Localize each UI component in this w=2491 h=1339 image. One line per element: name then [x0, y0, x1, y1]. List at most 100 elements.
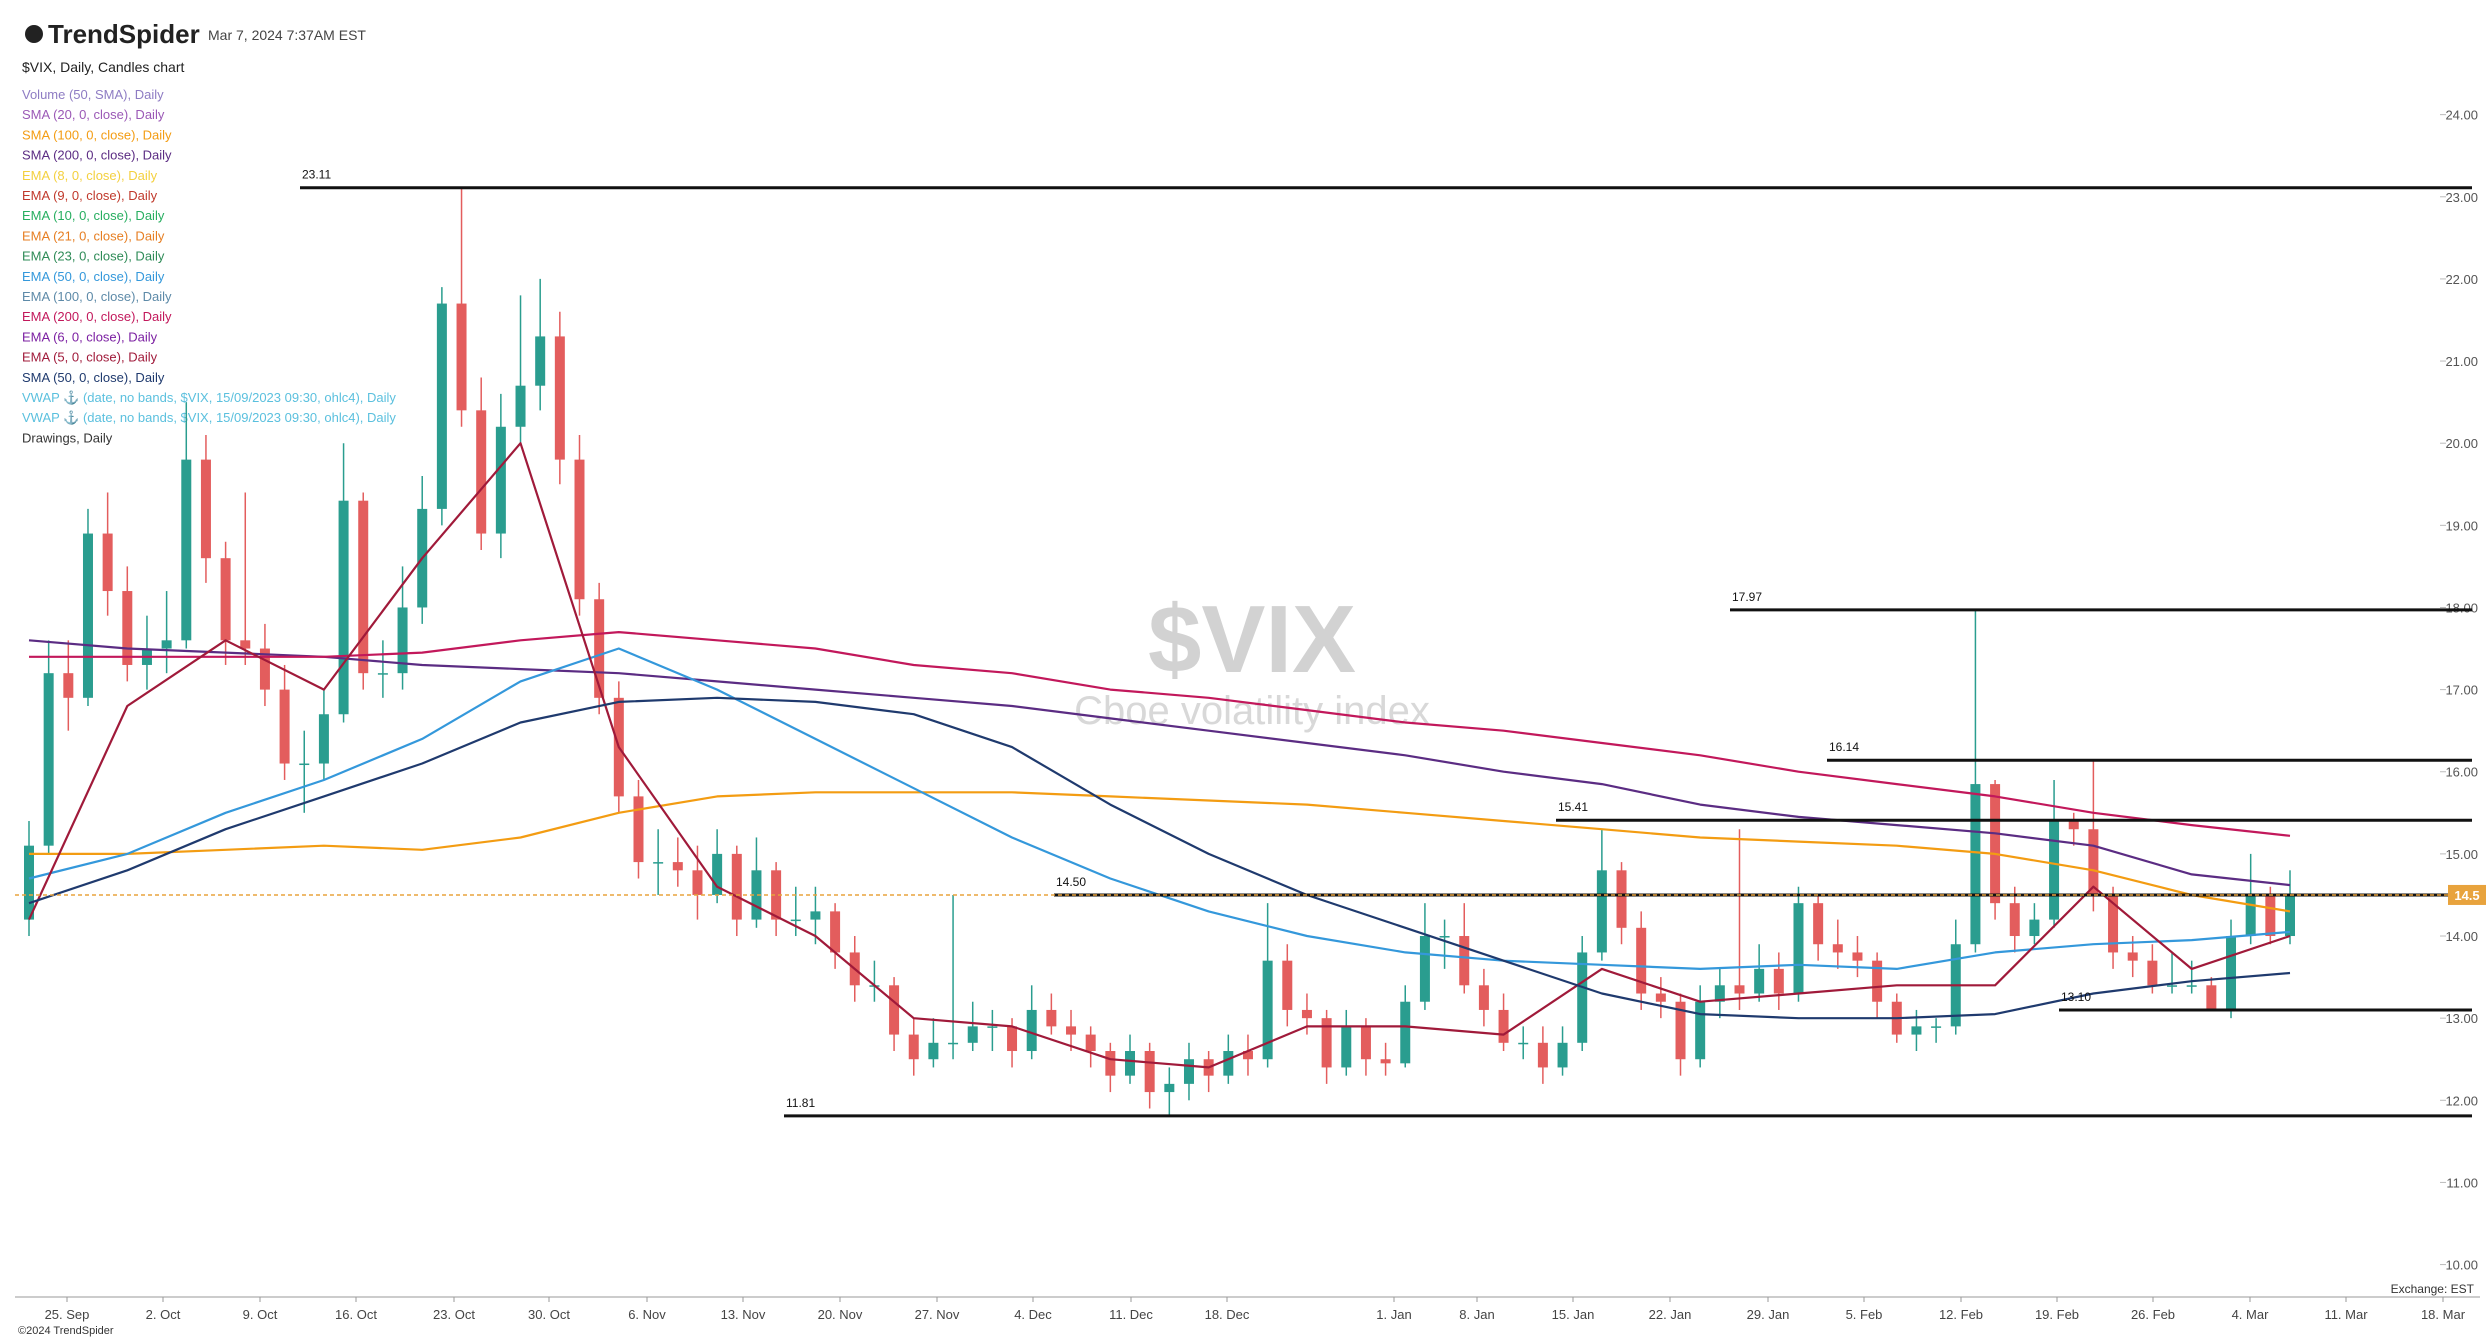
x-tick-label: 20. Nov [818, 1307, 863, 1322]
candle-body [1439, 936, 1450, 938]
candle-body [1872, 960, 1883, 1002]
candle-body [1046, 1009, 1057, 1027]
candle-body [2186, 985, 2197, 987]
candle-body [1498, 1009, 1509, 1043]
y-tick-label: 12.00 [2445, 1093, 2478, 1108]
x-tick-label: 16. Oct [335, 1307, 377, 1322]
indicator-label: EMA (6, 0, close), Daily [22, 329, 158, 344]
candle-body [1734, 985, 1745, 994]
x-tick-label: 25. Sep [45, 1307, 90, 1322]
candle-body [830, 911, 841, 953]
candle-body [1990, 784, 2001, 904]
candle-body [672, 862, 683, 871]
candle-body [1813, 903, 1824, 945]
candle-body [82, 533, 93, 698]
level-label: 14.50 [1056, 875, 1086, 889]
indicator-label: VWAP ⚓ (date, no bands, $VIX, 15/09/2023… [22, 410, 396, 425]
indicator-label: SMA (100, 0, close), Daily [22, 127, 172, 142]
x-tick-label: 11. Dec [1109, 1307, 1153, 1322]
candle-body [240, 640, 251, 649]
candle-body [1125, 1051, 1136, 1076]
candle-body [2108, 894, 2119, 953]
y-tick-label: 19.00 [2445, 518, 2478, 533]
candle-body [200, 459, 211, 559]
candle-body [1793, 903, 1804, 994]
y-tick-label: 21.00 [2445, 354, 2478, 369]
level-label: 17.97 [1732, 590, 1762, 604]
indicator-label: Volume (50, SMA), Daily [22, 87, 164, 102]
candle-body [102, 533, 113, 592]
chart-title: $VIX, Daily, Candles chart [22, 59, 184, 75]
candle-body [476, 410, 487, 534]
x-tick-label: 22. Jan [1649, 1307, 1692, 1322]
candle-body [1066, 1026, 1077, 1035]
y-tick-label: 23.00 [2445, 190, 2478, 205]
x-tick-label: 13. Nov [721, 1307, 766, 1322]
candle-body [1282, 960, 1293, 1010]
y-tick-label: 13.00 [2445, 1011, 2478, 1026]
level-label: 16.14 [1829, 740, 1859, 754]
indicator-label: EMA (5, 0, close), Daily [22, 350, 158, 365]
candle-body [889, 985, 900, 1035]
watermark-name: Cboe volatility index [1074, 689, 1430, 733]
y-tick-label: 16.00 [2445, 765, 2478, 780]
candle-body [1616, 870, 1627, 928]
candle-body [1537, 1042, 1548, 1068]
candle-body [1596, 870, 1607, 953]
candle-body [279, 689, 290, 764]
indicator-label: EMA (50, 0, close), Daily [22, 269, 165, 284]
candle-body [731, 853, 742, 920]
indicator-label: EMA (23, 0, close), Daily [22, 249, 165, 264]
candle-body [43, 673, 54, 846]
indicator-line [29, 631, 2291, 837]
candle-body [1695, 1001, 1706, 1060]
candle-body [1301, 1009, 1312, 1019]
candle-body [1655, 993, 1666, 1002]
x-tick-label: 1. Jan [1376, 1307, 1411, 1322]
candle-body [259, 648, 270, 690]
candle-body [318, 714, 329, 764]
level-label: 15.41 [1558, 800, 1588, 814]
candle-body [1242, 1051, 1253, 1060]
candle-body [1026, 1009, 1037, 1052]
logo: TrendSpider [25, 19, 200, 49]
candle-body [377, 673, 388, 675]
candle-body [1714, 985, 1725, 1002]
candle-body [2206, 985, 2217, 1010]
candle-body [456, 303, 467, 411]
x-tick-label: 12. Feb [1939, 1307, 1983, 1322]
candle-body [1380, 1059, 1391, 1064]
candles [24, 187, 2295, 1116]
candle-body [1852, 952, 1863, 961]
candle-body [1459, 936, 1470, 986]
candle-body [1419, 936, 1430, 1002]
candle-body [2127, 952, 2138, 961]
candle-body [515, 385, 526, 427]
candle-body [338, 500, 349, 715]
x-tick-label: 6. Nov [628, 1307, 666, 1322]
indicator-label: SMA (20, 0, close), Daily [22, 107, 165, 122]
candle-body [554, 336, 565, 460]
candle-body [2265, 894, 2276, 937]
y-tick-label: 22.00 [2445, 272, 2478, 287]
candle-body [181, 459, 192, 641]
candle-body [908, 1034, 919, 1060]
candle-body [1164, 1083, 1175, 1093]
x-tick-label: 18. Mar [2421, 1307, 2466, 1322]
candle-body [574, 459, 585, 600]
timestamp: Mar 7, 2024 7:37AM EST [208, 27, 366, 43]
candle-body [692, 870, 703, 895]
candle-body [63, 673, 74, 698]
candle-body [594, 599, 605, 698]
y-tick-label: 20.00 [2445, 436, 2478, 451]
candle-body [1105, 1051, 1116, 1076]
candle-body [1911, 1026, 1922, 1035]
last-price-tag: 14.5 [2454, 888, 2479, 903]
candle-body [2029, 919, 2040, 937]
candle-body [2245, 894, 2256, 937]
candle-body [2285, 894, 2295, 937]
candle-body [810, 911, 821, 920]
candle-body [1360, 1026, 1371, 1060]
